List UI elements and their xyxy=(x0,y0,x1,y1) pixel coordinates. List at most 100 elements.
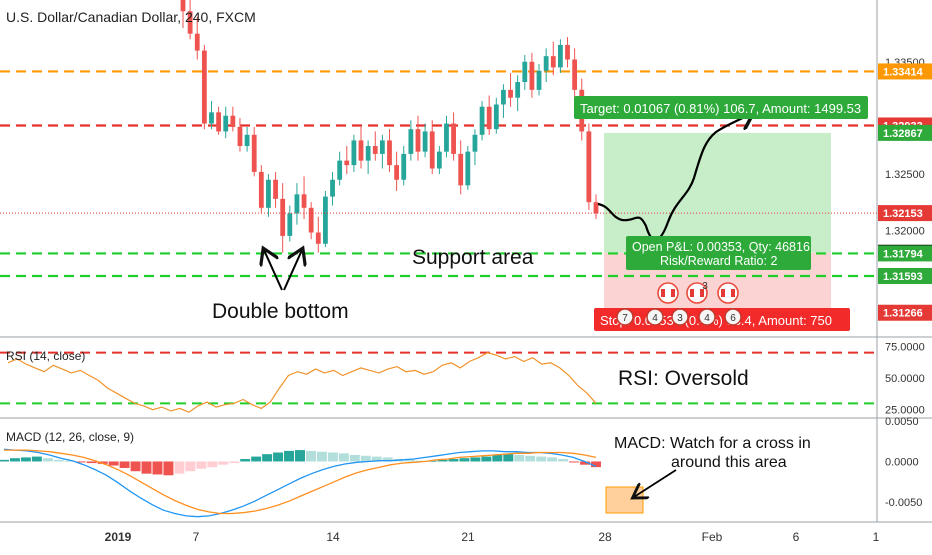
candle-body xyxy=(586,131,592,203)
target-label[interactable]: Target: 0.01067 (0.81%) 106.7, Amount: 1… xyxy=(574,96,868,119)
candle-body xyxy=(244,134,250,147)
macd-histogram-bar xyxy=(218,461,229,465)
candle xyxy=(315,216,321,253)
price-tag-text: 1.31593 xyxy=(883,271,923,283)
price-tag-box xyxy=(878,124,932,141)
open-pnl-line2: Risk/Reward Ratio: 2 xyxy=(660,254,777,268)
candle-body xyxy=(479,106,485,135)
double-bottom-arrows[interactable] xyxy=(264,250,302,291)
price-axis[interactable]: 1.335001.325001.320001.334141.329331.328… xyxy=(878,57,932,321)
macd-highlight-box[interactable] xyxy=(605,486,644,514)
macd-note-arrow[interactable] xyxy=(634,469,677,497)
symbol-title: U.S. Dollar/Canadian Dollar, 240, FXCM xyxy=(6,9,256,25)
candle-body xyxy=(394,165,400,180)
macd-histogram-bar xyxy=(525,455,536,462)
price-tag-last[interactable]: 1.32153 xyxy=(878,205,932,222)
double-bottom-label[interactable]: Double bottom xyxy=(212,300,349,323)
event-badge[interactable]: 3 xyxy=(671,308,689,326)
price-axis-tick: 1.32000 xyxy=(885,225,925,237)
macd-histogram-bar xyxy=(130,461,141,472)
candle xyxy=(444,115,449,158)
candle xyxy=(451,112,456,161)
price-tag-red[interactable]: 1.31266 xyxy=(878,304,932,321)
price-tag-text: 1.33414 xyxy=(883,66,924,78)
flag-center xyxy=(725,289,731,297)
candle xyxy=(201,44,207,130)
macd-histogram-bar xyxy=(273,452,284,462)
event-badge-count: 4 xyxy=(704,313,710,324)
macd-histogram-bar xyxy=(580,461,591,465)
candle-body xyxy=(216,112,222,132)
macd-histogram-bar xyxy=(349,454,360,462)
horizontal-levels[interactable] xyxy=(0,70,877,278)
event-markers[interactable]: 7 4 3 4 6 3 xyxy=(616,281,742,326)
rsi-axis[interactable]: 75.0000 50.0000 25.0000 xyxy=(885,341,925,416)
macd-histogram-bar xyxy=(492,454,503,462)
price-tag-box xyxy=(878,205,932,222)
candle-body xyxy=(550,56,556,68)
candlestick-series xyxy=(180,0,599,253)
event-badge[interactable]: 7 xyxy=(616,308,634,326)
event-badge-circle xyxy=(616,308,634,326)
target-zone[interactable] xyxy=(604,132,831,253)
candle-body xyxy=(486,106,492,130)
event-badge-circle xyxy=(671,308,689,326)
macd-histogram-bar xyxy=(404,459,415,462)
rsi-axis-tick: 25.0000 xyxy=(885,405,925,417)
price-tag-text: 1.32153 xyxy=(883,208,923,220)
time-axis[interactable]: 2019 7 14 21 28 Feb 6 1 xyxy=(105,530,880,544)
candle xyxy=(472,129,478,166)
price-tag-green[interactable]: 1.32867 xyxy=(878,124,932,141)
candle-body xyxy=(565,44,570,60)
candle xyxy=(372,131,378,161)
macd-histogram-bar xyxy=(316,451,327,462)
open-pnl-label[interactable]: Open P&L: 0.00353, Qty: 46816 Risk/Rewar… xyxy=(626,236,811,270)
canada-flag-icon[interactable] xyxy=(717,282,739,304)
candle xyxy=(323,190,328,248)
macd-histogram-bar xyxy=(229,461,240,464)
candle-body xyxy=(522,61,528,83)
candle-body xyxy=(557,44,563,68)
price-tag-green[interactable]: 1.31593 xyxy=(878,268,932,285)
macd-histogram-bar xyxy=(0,459,9,462)
candle-body xyxy=(180,0,186,12)
macd-note-line1[interactable]: MACD: Watch for a cross in xyxy=(614,435,811,452)
price-tag-green[interactable]: 1.31794 xyxy=(878,245,932,262)
macd-histogram-bar xyxy=(382,457,393,462)
macd-histogram-bar xyxy=(437,459,448,462)
macd-histogram-bar xyxy=(251,456,262,462)
macd-histogram-bar xyxy=(327,452,338,462)
candle-body xyxy=(372,146,378,154)
macd-histogram-bar xyxy=(470,457,481,462)
canada-flag-icon[interactable] xyxy=(657,282,679,304)
candle-body xyxy=(379,140,385,154)
macd-histogram-bar xyxy=(86,461,97,464)
canada-flag-icon[interactable] xyxy=(686,282,708,304)
event-badge[interactable]: 4 xyxy=(698,308,716,326)
candle-body xyxy=(237,126,243,147)
macd-histogram-bar xyxy=(141,461,152,474)
open-pnl-line1: Open P&L: 0.00353, Qty: 46816 xyxy=(632,240,810,254)
candle xyxy=(273,171,278,208)
macd-note-line2[interactable]: around this area xyxy=(671,454,787,471)
candle xyxy=(280,183,286,253)
macd-axis[interactable]: 0.0050 0.0000 -0.0050 xyxy=(885,416,922,509)
time-axis-label: 28 xyxy=(598,530,612,544)
projection-curve[interactable] xyxy=(597,113,752,241)
candle xyxy=(351,134,357,172)
candle-body xyxy=(508,89,513,98)
rsi-oversold-label[interactable]: RSI: Oversold xyxy=(618,367,749,390)
macd-histogram xyxy=(0,450,601,476)
price-tag-orange[interactable]: 1.33414 xyxy=(878,63,932,80)
price-tag-box xyxy=(878,63,932,80)
macd-histogram-bar xyxy=(108,461,119,466)
candle xyxy=(294,183,300,225)
macd-histogram-bar xyxy=(75,461,86,463)
candle-body xyxy=(330,179,335,197)
support-area-label[interactable]: Support area xyxy=(412,246,534,269)
candle-body xyxy=(294,194,300,214)
event-badge[interactable]: 4 xyxy=(646,308,664,326)
macd-histogram-bar xyxy=(415,460,426,462)
event-badge[interactable]: 6 xyxy=(724,308,742,326)
